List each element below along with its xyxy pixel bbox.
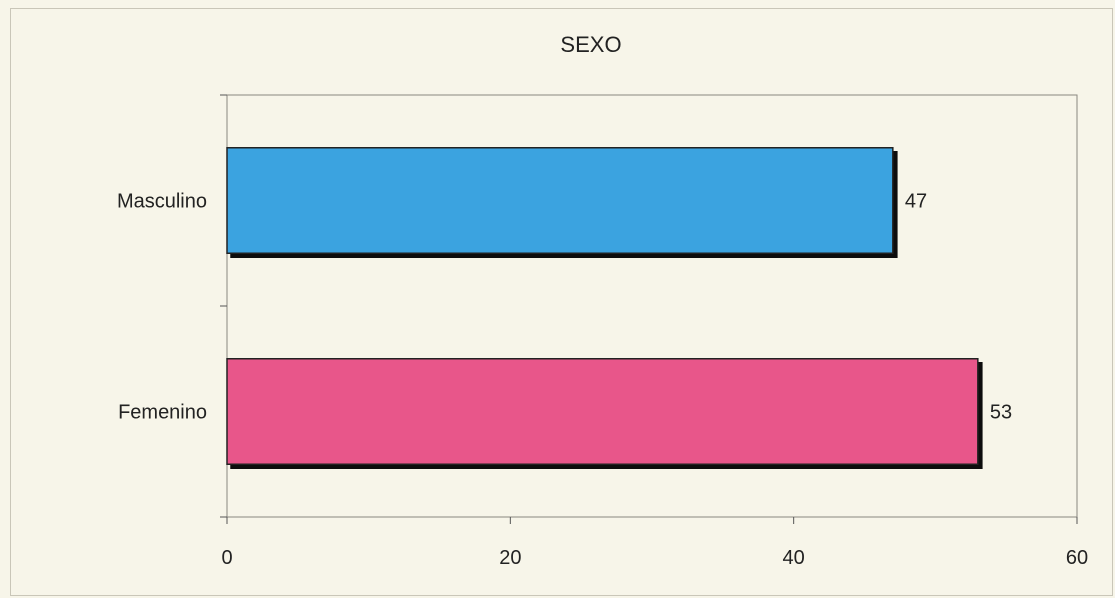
bar-masculino	[226, 147, 894, 254]
chart-title: SEXO	[560, 32, 621, 57]
x-tick-label: 0	[221, 547, 232, 569]
x-tick-label: 40	[783, 547, 805, 569]
x-tick-label: 20	[499, 547, 521, 569]
bar-femenino	[226, 358, 979, 465]
category-label-masculino: Masculino	[117, 191, 207, 213]
data-label-femenino: 53	[990, 402, 1012, 424]
data-label-masculino: 47	[905, 191, 927, 213]
chart-frame	[10, 8, 1113, 596]
x-tick-label: 60	[1066, 547, 1088, 569]
category-label-femenino: Femenino	[118, 402, 207, 424]
